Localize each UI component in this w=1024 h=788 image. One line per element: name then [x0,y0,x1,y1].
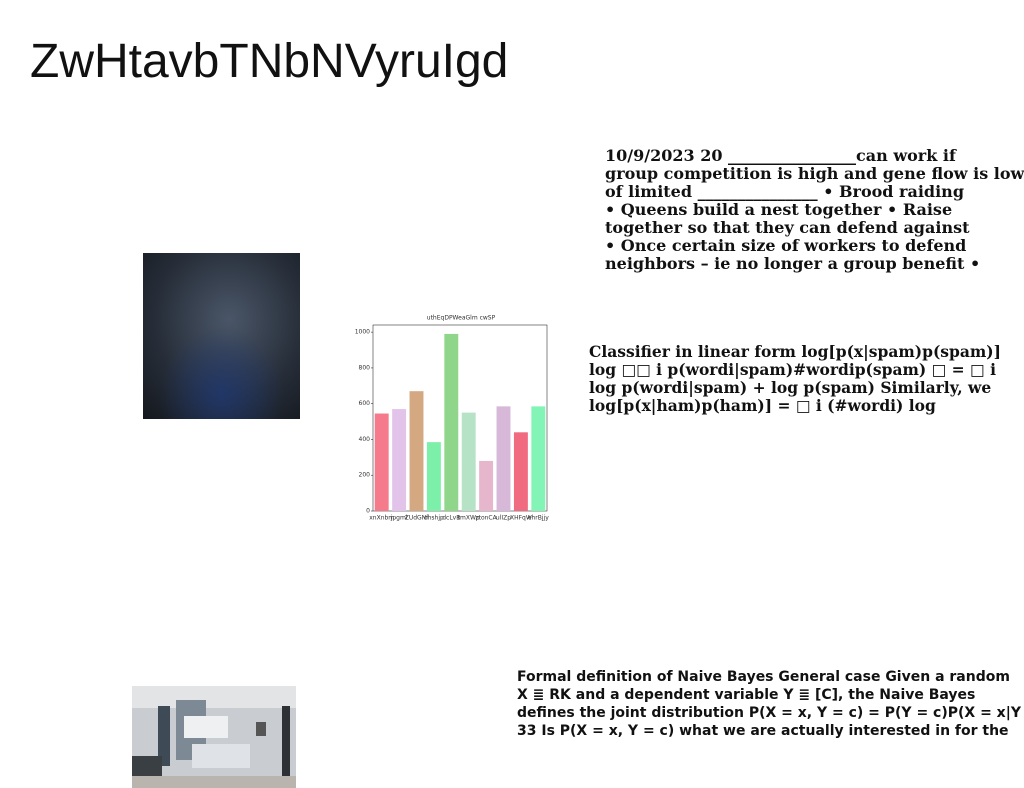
text-line: log p(wordi|spam) + log p(spam) Similarl… [589,378,992,397]
bar [496,406,511,511]
room-image [132,686,296,788]
x-tick-label: tmXWp [458,515,480,522]
text-line: together so that they can defend against [605,218,970,237]
sky-image [143,253,300,419]
text-line: log[p(x|ham)p(ham)] = □ i (#wordi) log [589,396,936,415]
x-tick-label: XHFqW [510,515,532,522]
chart-title: uthEqDPWeaGlm cwSP [427,315,496,322]
bar [409,391,424,511]
bar [426,442,441,511]
text-line: neighbors – ie no longer a group benefit… [605,254,981,273]
x-tick-label: ulIZp [496,515,511,522]
x-tick-label: dcLvB [442,515,460,522]
text-line: • Once certain size of workers to defend [605,236,967,255]
x-tick-label: jpgml [390,515,408,522]
text-line: defines the joint distribution P(X = x, … [517,705,1024,721]
bar [531,406,546,511]
text-line: Formal definition of Naive Bayes General… [517,669,1010,685]
page-title: ZwHtavbTNbNVyruIgd [30,35,509,88]
text-line: group competition is high and gene flow … [605,164,1024,183]
bar [374,413,389,511]
text-line: 10/9/2023 20 ________________can work if [605,146,956,165]
text-line: • Queens build a nest together • Raise [605,200,953,219]
text-block: Classifier in linear form log[p(x|spam)p… [589,343,1001,415]
y-tick-label: 400 [359,436,371,443]
text-block: Formal definition of Naive Bayes General… [517,668,1024,740]
bar-chart: uthEqDPWeaGlm cwSP 0 200 400 600 800 1000 xnXn… [355,315,549,522]
bar [461,412,476,511]
x-tick-label: xnXnbm [369,515,394,522]
y-tick-label: 200 [359,472,371,479]
y-tick-label: 1000 [355,329,370,336]
plot-frame [372,324,548,512]
text-block: 10/9/2023 20 ________________can work if… [605,147,1024,273]
text-line: Classifier in linear form log[p(x|spam)p… [589,342,1001,361]
bar [513,432,528,511]
y-tick-label: 0 [366,508,370,515]
bar [392,409,407,511]
x-tick-label: ehrBjjy [528,515,549,522]
x-tick-label: ZUdGNf [405,515,429,522]
text-line: 33 Is P(X = x, Y = c) what we are actual… [517,723,1009,739]
x-tick-label: ztonCA [475,515,497,522]
bar [444,333,459,511]
text-line: log □□ i p(wordi|spam)#wordip(spam) □ = … [589,360,996,379]
text-line: X ≣ RK and a dependent variable Y ≣ [C],… [517,687,976,703]
y-tick-label: 600 [359,400,371,407]
x-tick-label: ohshjp [424,515,444,522]
bar [479,460,494,511]
y-tick-label: 800 [359,364,371,371]
text-line: of limited _______________ • Brood raidi… [605,182,964,201]
